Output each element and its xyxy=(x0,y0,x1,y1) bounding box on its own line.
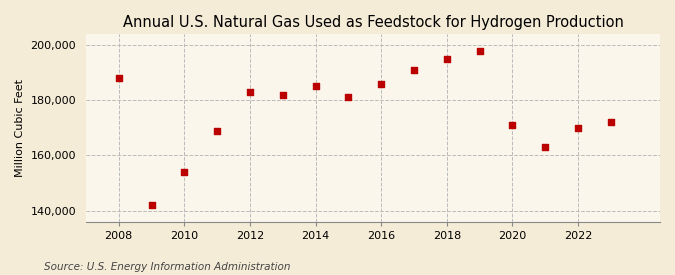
Text: Source: U.S. Energy Information Administration: Source: U.S. Energy Information Administ… xyxy=(44,262,290,272)
Point xyxy=(179,170,190,174)
Point xyxy=(408,68,419,72)
Point xyxy=(113,76,124,80)
Point xyxy=(605,120,616,125)
Point xyxy=(474,48,485,53)
Point xyxy=(376,81,387,86)
Title: Annual U.S. Natural Gas Used as Feedstock for Hydrogen Production: Annual U.S. Natural Gas Used as Feedstoc… xyxy=(123,15,624,30)
Point xyxy=(146,203,157,207)
Point xyxy=(441,57,452,61)
Point xyxy=(540,145,551,149)
Point xyxy=(343,95,354,100)
Point xyxy=(212,128,223,133)
Point xyxy=(310,84,321,89)
Point xyxy=(572,126,583,130)
Point xyxy=(507,123,518,127)
Y-axis label: Million Cubic Feet: Million Cubic Feet xyxy=(15,79,25,177)
Point xyxy=(244,90,255,94)
Point xyxy=(277,92,288,97)
